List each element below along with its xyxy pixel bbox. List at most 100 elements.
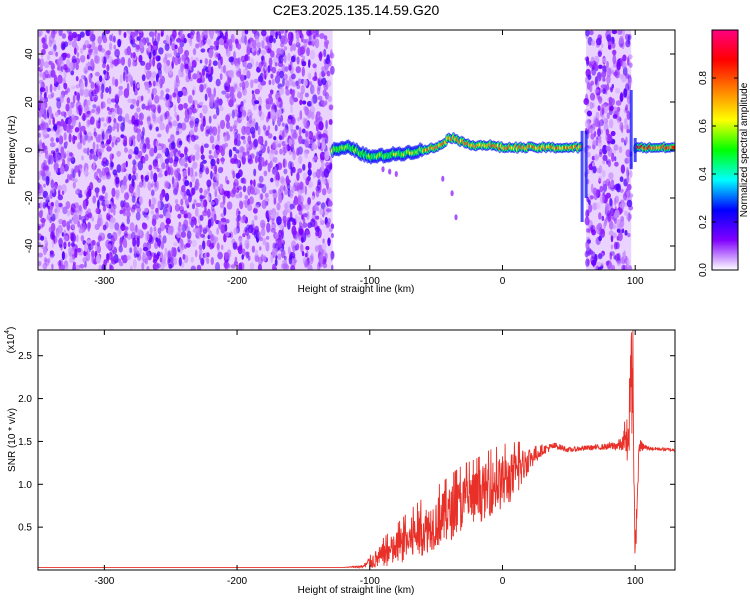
spectrogram-noise-mark (173, 257, 177, 266)
spectrogram-noise-mark (168, 65, 173, 76)
spectrogram-noise-mark (175, 172, 181, 182)
spectrogram-noise-mark (168, 121, 172, 127)
spectrogram-noise-mark (599, 148, 603, 155)
spectrogram-noise-mark (602, 144, 608, 155)
spectrogram-noise-mark (261, 222, 266, 230)
spectrogram-noise-mark (289, 95, 295, 106)
spectrogram-noise-mark (607, 44, 612, 50)
spectrogram-noise-mark (79, 264, 85, 269)
spectrogram-noise-mark (136, 99, 140, 107)
spectrogram-noise-mark (290, 265, 296, 270)
spectrogram-noise-mark (275, 173, 280, 182)
spectrogram-noise-mark (312, 76, 318, 82)
spectrogram-noise-mark (153, 146, 158, 154)
spectrogram-noise-mark (172, 92, 177, 98)
spectrogram-noise-mark (590, 56, 595, 66)
colorbar: 0.0 0.2 0.4 0.6 0.8 Normalized spectral ampl… (698, 29, 750, 277)
spectrogram-noise-mark (150, 104, 157, 112)
spectrogram-noise-mark (114, 48, 120, 58)
spectrogram-noise-mark (97, 177, 102, 183)
spectrogram-noise-mark (330, 49, 333, 59)
spectrogram-noise-mark (123, 226, 129, 231)
spectrogram-noise-mark (73, 47, 77, 55)
spectrogram-noise-mark (269, 109, 276, 120)
spectrogram-noise-mark (619, 93, 624, 103)
spectrogram-noise-mark (54, 208, 58, 214)
spectrogram-noise-mark (206, 239, 211, 247)
spectrogram-noise-mark (280, 249, 286, 259)
spectrogram-noise-mark (69, 102, 72, 113)
spectrogram-noise-mark (115, 139, 118, 146)
spectrogram-noise-mark (220, 224, 226, 234)
spectrogram-noise-mark (39, 70, 43, 78)
spectrogram-noise-mark (101, 144, 106, 149)
spectrogram-noise-mark (297, 195, 302, 205)
spectrogram-noise-mark (72, 181, 76, 189)
spectrogram-noise-mark (242, 214, 247, 222)
spectrogram-noise-mark (50, 137, 54, 143)
spectrogram-noise-mark (247, 135, 252, 145)
spectrogram-noise-mark (586, 228, 590, 233)
snr-x-tick-label: -200 (227, 576, 247, 587)
snr-x-tick-label: -100 (360, 576, 380, 587)
spectrogram-noise-mark (209, 45, 214, 50)
spectrogram-noise-mark (601, 107, 605, 116)
spectrogram-noise-mark (624, 118, 628, 125)
spectrogram-noise-mark (313, 120, 319, 126)
spectrogram-noise-mark (133, 150, 139, 155)
spectrogram-noise-mark (621, 61, 627, 69)
spectrogram-noise-mark (82, 199, 87, 209)
spectrogram-noise-mark (50, 179, 55, 189)
spectrogram-noise-mark (260, 49, 267, 55)
spectrogram-noise-mark (232, 170, 236, 179)
spectrogram-noise-mark (65, 103, 70, 112)
spectrogram-noise-mark (154, 94, 160, 104)
spectrogram-noise-mark (211, 126, 218, 136)
spectrogram-noise-mark (302, 257, 307, 265)
spectrogram-noise-mark (253, 78, 259, 84)
spectrogram-noise-mark (50, 188, 55, 194)
spectrogram-noise-mark (118, 107, 123, 116)
spectrogram-noise-mark (277, 143, 282, 148)
spectrogram-noise-mark (106, 64, 110, 72)
spectrogram-noise-mark (301, 204, 306, 209)
spectrogram-noise-mark (313, 203, 318, 210)
spectrogram-noise-mark (142, 222, 148, 230)
spectrogram-noise-mark (263, 255, 267, 262)
spectrogram-noise-mark (136, 44, 140, 50)
spectrogram-noise-mark (103, 259, 107, 267)
spectrogram-noise-mark (594, 88, 600, 93)
spectrogram-noise-mark (597, 34, 602, 41)
spectrogram-noise-mark (323, 35, 328, 41)
spectrogram-noise-mark (255, 257, 258, 262)
spectrogram-noise-mark (139, 30, 144, 39)
spectrogram-noise-mark (137, 228, 143, 236)
spectrogram-noise-mark (298, 210, 303, 216)
spectrogram-noise-mark (152, 49, 156, 56)
spectrogram-noise-mark (113, 118, 117, 123)
spectrogram-noise-mark (331, 264, 334, 270)
spectrogram-noise-mark (82, 44, 87, 51)
spectrogram-noise-mark (176, 38, 182, 43)
spectrogram-noise-mark (159, 95, 164, 100)
spectrogram-noise-mark (284, 188, 288, 196)
spectrogram-noise-mark (110, 257, 116, 262)
spectrogram-noise-mark (106, 97, 112, 105)
spectrogram-noise-mark (131, 135, 136, 141)
spectrogram-noise-mark (240, 35, 246, 44)
spectrogram-noise-mark (274, 104, 278, 113)
spectrogram-noise-mark (142, 157, 146, 164)
spectrogram-noise-mark (620, 137, 625, 143)
spectrogram-noise-mark (54, 111, 59, 117)
spectrogram-noise-mark (236, 133, 241, 141)
spectrogram-noise-mark (296, 172, 300, 181)
spectrogram-noise-mark (248, 196, 254, 205)
spectrogram-noise-mark (96, 80, 101, 87)
spectrogram-noise-mark (605, 202, 610, 212)
spectrogram-noise-mark (121, 222, 125, 228)
spectrogram-noise-mark (103, 69, 107, 75)
spectrogram-noise-mark (258, 183, 264, 188)
spectrogram-noise-mark (184, 49, 190, 57)
spectrogram-noise-mark (151, 71, 157, 78)
